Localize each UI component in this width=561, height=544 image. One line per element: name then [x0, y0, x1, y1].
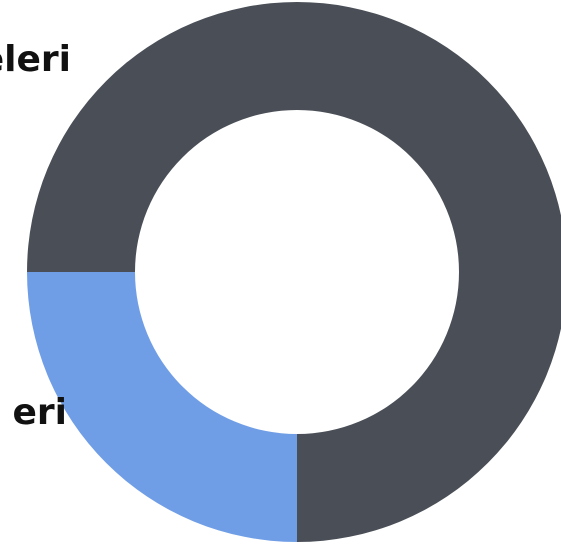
donut-slices: [27, 2, 561, 542]
donut-slice-0: [27, 2, 561, 542]
donut-slice-1: [27, 272, 297, 542]
slice-label-bottom: eri: [12, 392, 67, 433]
slice-label-top: eleri: [0, 39, 71, 80]
